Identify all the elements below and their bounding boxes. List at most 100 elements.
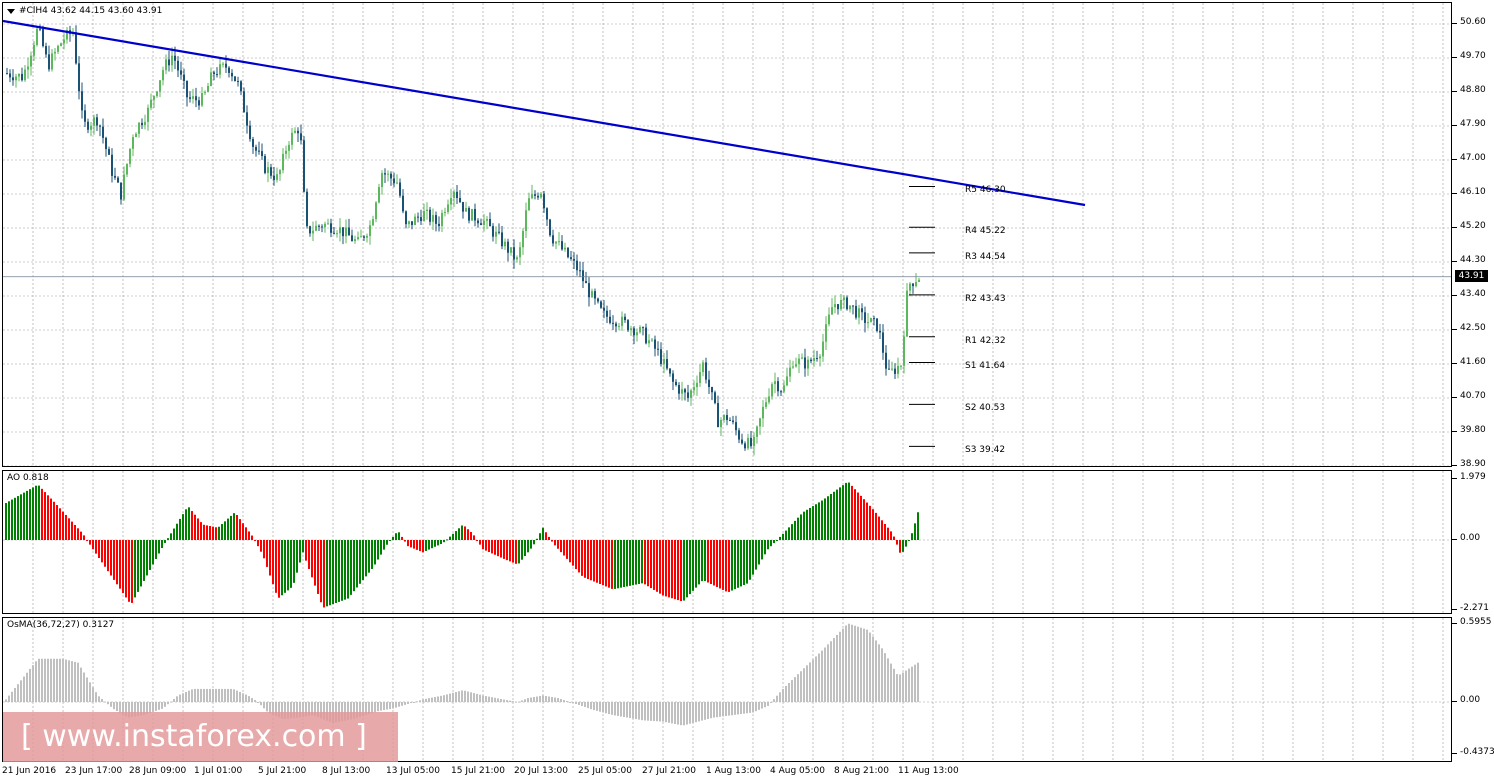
osma-bar bbox=[851, 624, 853, 702]
candle-body bbox=[405, 211, 407, 225]
price-chart-svg bbox=[3, 3, 1451, 466]
price-chart-pane[interactable]: #ClH4 43.62 44.15 43.60 43.91 R5 46.30 R4… bbox=[2, 2, 1452, 467]
ao-bar bbox=[254, 540, 256, 541]
osma-bar bbox=[833, 638, 835, 702]
candle-body bbox=[516, 257, 518, 260]
candle-body bbox=[99, 125, 101, 127]
osma-bar bbox=[608, 702, 610, 715]
ao-bar bbox=[701, 540, 703, 582]
ao-bar bbox=[308, 540, 310, 569]
ao-indicator-pane[interactable]: AO 0.818 bbox=[2, 470, 1452, 614]
ao-bar bbox=[155, 540, 157, 559]
candle-body bbox=[876, 318, 878, 331]
osma-bar bbox=[383, 702, 385, 711]
osma-bar bbox=[101, 698, 103, 702]
osma-bar bbox=[284, 702, 286, 719]
ao-bar bbox=[764, 540, 766, 555]
osma-bar bbox=[179, 694, 181, 702]
candle-body bbox=[153, 96, 155, 100]
ao-bar bbox=[590, 540, 592, 581]
ao-bar bbox=[788, 527, 790, 540]
candle-body bbox=[690, 390, 692, 398]
candle-body bbox=[822, 341, 824, 357]
osma-bar bbox=[812, 659, 814, 702]
candle-body bbox=[768, 396, 770, 403]
osma-bar bbox=[287, 702, 289, 719]
osma-bar bbox=[293, 702, 295, 719]
osma-bar bbox=[209, 688, 211, 702]
osma-bar bbox=[398, 702, 400, 707]
time-axis: 21 Jun 2016 23 Jun 17:00 28 Jun 09:00 1 Jul… bbox=[2, 762, 1452, 782]
osma-bar bbox=[17, 684, 19, 702]
candle-body bbox=[399, 182, 401, 196]
chevron-down-icon[interactable] bbox=[7, 8, 15, 14]
ao-bar bbox=[881, 520, 883, 540]
osma-bar bbox=[755, 702, 757, 712]
osma-bar bbox=[764, 702, 766, 708]
ao-bar bbox=[305, 540, 307, 561]
ao-bar bbox=[449, 536, 451, 540]
ao-bar bbox=[80, 531, 82, 540]
ao-bar bbox=[728, 540, 730, 592]
osma-bar bbox=[563, 700, 565, 702]
ao-bar bbox=[197, 518, 199, 540]
ao-bar bbox=[344, 540, 346, 600]
osma-bar bbox=[242, 693, 244, 702]
ao-bar bbox=[644, 540, 646, 585]
candle-body bbox=[210, 72, 212, 86]
osma-bar bbox=[392, 702, 394, 709]
candle-body bbox=[813, 358, 815, 362]
ao-bar bbox=[314, 540, 316, 586]
axis-tick bbox=[1452, 57, 1457, 58]
ao-bar bbox=[455, 531, 457, 540]
axis-tick bbox=[1452, 227, 1457, 228]
candle-body bbox=[885, 352, 887, 369]
osma-bar bbox=[593, 702, 595, 711]
trendline bbox=[3, 19, 1086, 207]
osma-bar bbox=[302, 702, 304, 717]
candle-body bbox=[846, 297, 848, 310]
osma-bar bbox=[314, 702, 316, 716]
ao-bar bbox=[758, 540, 760, 565]
ao-bar bbox=[482, 540, 484, 550]
candle-body bbox=[192, 96, 194, 99]
osma-bar bbox=[458, 691, 460, 702]
candle-body bbox=[342, 227, 344, 237]
candle-body bbox=[300, 133, 302, 141]
candle-body bbox=[474, 208, 476, 221]
osma-bar bbox=[167, 702, 169, 705]
osma-bar bbox=[449, 693, 451, 702]
osma-bar bbox=[203, 688, 205, 702]
osma-bar bbox=[320, 702, 322, 719]
osma-indicator-pane[interactable]: OsMA(36,72,27) 0.3127 bbox=[2, 617, 1452, 762]
candle-body bbox=[132, 137, 134, 149]
candle-body bbox=[762, 406, 764, 419]
candle-body bbox=[576, 260, 578, 271]
osma-bar bbox=[578, 702, 580, 705]
osma-bar bbox=[773, 699, 775, 702]
ao-bar bbox=[569, 540, 571, 563]
candle-body bbox=[678, 384, 680, 394]
osma-bar bbox=[308, 702, 310, 716]
osma-bar bbox=[911, 666, 913, 702]
ao-bar bbox=[539, 533, 541, 540]
candle-body bbox=[180, 70, 182, 75]
ao-bar bbox=[833, 491, 835, 540]
candle-body bbox=[432, 215, 434, 222]
osma-bar bbox=[275, 702, 277, 716]
candle-body bbox=[15, 76, 17, 81]
ao-bar bbox=[383, 540, 385, 550]
candle-body bbox=[234, 76, 236, 82]
osma-bar bbox=[629, 702, 631, 719]
ao-bar bbox=[854, 489, 856, 540]
candle-body bbox=[186, 80, 188, 98]
ao-bar bbox=[572, 540, 574, 566]
osma-bar bbox=[65, 659, 67, 702]
osma-bar bbox=[176, 696, 178, 702]
osma-bar bbox=[908, 668, 910, 702]
osma-bar bbox=[854, 625, 856, 702]
osma-bar bbox=[272, 702, 274, 715]
candle-body bbox=[627, 320, 629, 331]
candle-body bbox=[858, 308, 860, 318]
osma-bar bbox=[605, 702, 607, 714]
